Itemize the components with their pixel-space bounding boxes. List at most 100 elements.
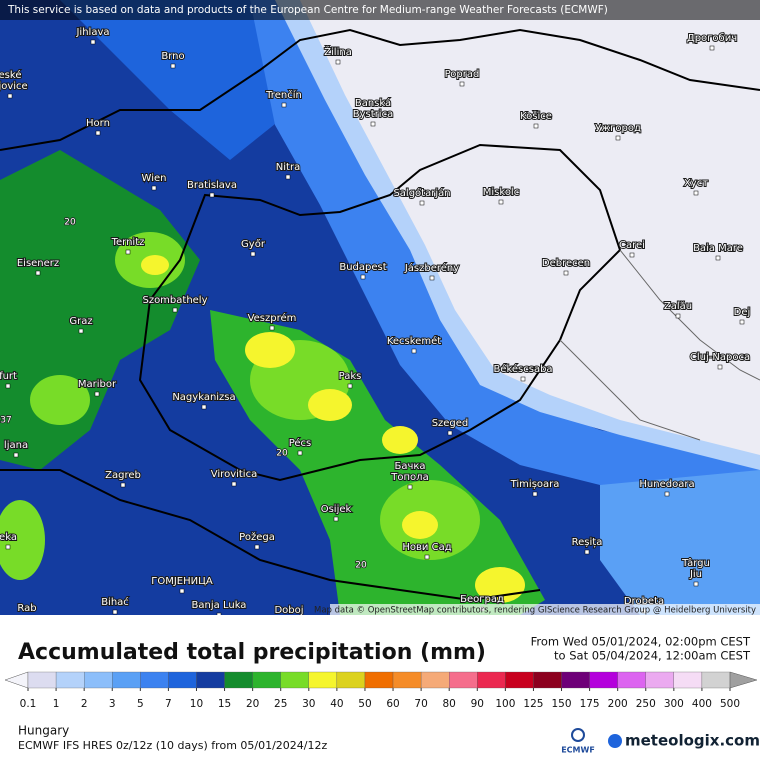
- city-dot: [419, 200, 425, 206]
- city-label: Nitra: [276, 162, 300, 173]
- contour-label: 20: [355, 561, 367, 571]
- color-box: [224, 671, 253, 689]
- city-dot: [333, 516, 339, 522]
- color-box: [589, 671, 618, 689]
- city-label: Reșița: [572, 537, 603, 548]
- city-label: Дрогобич: [687, 33, 737, 44]
- tick-label: 20: [246, 698, 259, 710]
- precip-area: [300, 0, 760, 455]
- city-label: Miskolc: [483, 187, 519, 198]
- banner: This service is based on data and produc…: [7, 4, 608, 16]
- color-box: [505, 671, 534, 689]
- precip-area: [30, 375, 90, 425]
- city-dot: [170, 63, 176, 69]
- city-label: Budapest: [339, 262, 386, 273]
- precip-area: [245, 332, 295, 368]
- city-dot: [533, 123, 539, 129]
- city-label: Jászberény: [404, 262, 459, 274]
- city-dot: [250, 251, 256, 257]
- precip-area: [600, 470, 760, 615]
- city-label: Târgu: [681, 557, 710, 569]
- city-dot: [95, 130, 101, 136]
- city-dot: [151, 185, 157, 191]
- color-box: [449, 671, 478, 689]
- city-dot: [209, 192, 215, 198]
- city-dot: [285, 174, 291, 180]
- city-label: Eisenerz: [17, 258, 59, 269]
- tick-label: 100: [495, 698, 515, 710]
- tick-label: 2: [81, 698, 88, 710]
- tick-label: 150: [551, 698, 571, 710]
- ecmwf-logo: ECMWF: [561, 746, 595, 755]
- city-label: Győr: [241, 238, 266, 250]
- city-label: Banja Luka: [192, 600, 247, 611]
- city-label: Београд: [460, 594, 504, 605]
- city-label: Békéscsaba: [493, 363, 552, 375]
- color-box: [673, 671, 703, 689]
- map: Jihlava Brno Žilina Poprad Дрогобич eskéějovi…: [0, 0, 760, 623]
- tick-label: 40: [330, 698, 343, 710]
- contour-label: 20: [276, 449, 288, 459]
- color-box: [364, 671, 394, 689]
- city-dot: [179, 588, 185, 594]
- city-label: Poprad: [445, 69, 480, 80]
- color-box: [280, 671, 309, 689]
- color-box: [308, 671, 338, 689]
- city-dot: [7, 93, 13, 99]
- region-border: [559, 249, 760, 441]
- city-label: Rab: [17, 603, 36, 614]
- city-label: Trenčín: [265, 89, 302, 101]
- city-dot: [281, 102, 287, 108]
- city-label: Debrecen: [542, 258, 590, 269]
- contour-label: 20: [64, 218, 76, 228]
- color-box: [701, 671, 731, 689]
- city-dot: [201, 404, 207, 410]
- city-dot: [335, 59, 341, 65]
- period-end: to Sat 05/04/2024, 12:00am CEST: [554, 649, 751, 663]
- city-dot: [370, 121, 376, 127]
- meteologix-icon: [608, 734, 622, 748]
- color-box: [533, 671, 562, 689]
- city-label: Jihlava: [75, 27, 109, 38]
- color-box: [196, 671, 225, 689]
- city-label: Nagykanizsa: [172, 392, 235, 403]
- precip-area: [382, 426, 418, 454]
- city-label: Бачка: [394, 461, 425, 472]
- city-label: Jiu: [689, 569, 702, 580]
- tick-label: 50: [358, 698, 371, 710]
- city-label: Carei: [619, 240, 645, 251]
- city-label: Salgótarján: [393, 187, 450, 199]
- arrow-high: [729, 671, 758, 689]
- city-label: Szombathely: [142, 295, 207, 306]
- region: Hungary: [18, 724, 69, 738]
- tick-label: 175: [580, 698, 600, 710]
- precip-area: [0, 500, 45, 580]
- city-label: eka: [0, 532, 17, 543]
- attribution-bg: [330, 604, 760, 615]
- city-dot: [360, 274, 366, 280]
- city-label: Kecskemét: [387, 335, 441, 347]
- color-box: [617, 671, 646, 689]
- city-dot: [532, 491, 538, 497]
- tick-label: 25: [274, 698, 287, 710]
- city-dot: [297, 450, 303, 456]
- city-dot: [498, 199, 504, 205]
- city-label: ГОМЈЕНИЦА: [151, 576, 213, 587]
- model-info: ECMWF IFS HRES 0z/12z (10 days) from 05/…: [18, 739, 328, 752]
- tick-label: 5: [137, 698, 144, 710]
- city-dot: [664, 491, 670, 497]
- city-label: Dej: [734, 307, 751, 318]
- city-dot: [254, 544, 260, 550]
- city-label: Ужгород: [595, 123, 641, 134]
- city-dot: [715, 255, 721, 261]
- city-dot: [693, 190, 699, 196]
- city-label: Osijek: [321, 504, 352, 515]
- city-label: Szeged: [432, 418, 469, 429]
- city-dot: [5, 544, 11, 550]
- city-label: Baia Mare: [693, 243, 743, 254]
- city-label: Топола: [390, 472, 428, 483]
- city-label: Brno: [161, 51, 184, 62]
- tick-label: 60: [386, 698, 399, 710]
- tick-label: 3: [109, 698, 116, 710]
